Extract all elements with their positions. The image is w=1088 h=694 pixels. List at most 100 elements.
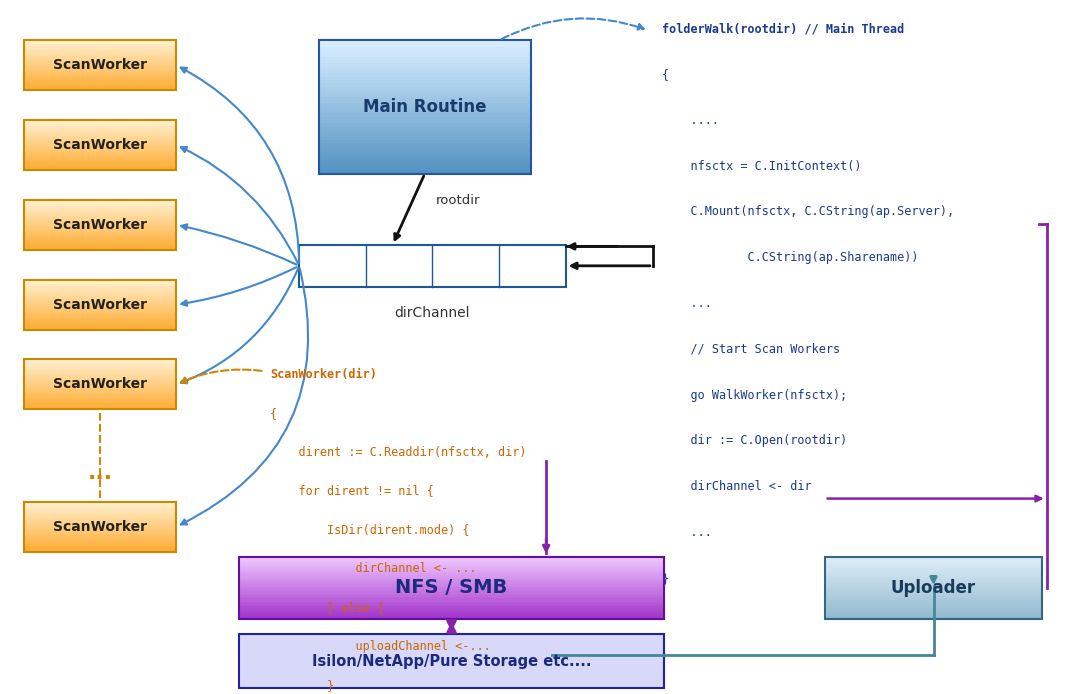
Bar [24, 202, 176, 203]
Text: nfsctx = C.InitContext(): nfsctx = C.InitContext() [662, 160, 861, 173]
Bar [24, 289, 176, 291]
Bar [24, 536, 176, 538]
Bar [24, 400, 176, 402]
Bar [24, 280, 176, 330]
Bar [825, 584, 1042, 586]
Bar [825, 597, 1042, 599]
Bar [239, 594, 664, 595]
Bar [24, 514, 176, 516]
Bar [825, 589, 1042, 591]
Bar [24, 239, 176, 241]
Bar [319, 153, 531, 157]
Bar [825, 567, 1042, 569]
Bar [24, 296, 176, 297]
Bar [299, 245, 566, 287]
Bar [239, 597, 664, 599]
Text: ScanWorker: ScanWorker [53, 138, 147, 152]
Bar [24, 213, 176, 215]
Bar [24, 78, 176, 79]
Bar [24, 526, 176, 528]
Bar [239, 602, 664, 603]
Text: {: { [662, 68, 669, 81]
Bar [24, 308, 176, 310]
Bar [24, 150, 176, 151]
Bar [24, 214, 176, 216]
Bar [24, 397, 176, 398]
Bar [24, 144, 176, 145]
Bar [825, 569, 1042, 570]
Bar [24, 89, 176, 90]
Text: uploadChannel <-...: uploadChannel <-... [270, 640, 491, 653]
Bar [825, 591, 1042, 593]
Bar [24, 244, 176, 246]
Bar [24, 366, 176, 367]
Bar [24, 545, 176, 547]
Bar [239, 611, 664, 613]
Bar [24, 328, 176, 330]
Bar [24, 211, 176, 212]
Bar [24, 223, 176, 225]
Text: C.Mount(nfsctx, C.CString(ap.Server),: C.Mount(nfsctx, C.CString(ap.Server), [662, 205, 953, 219]
Bar [24, 146, 176, 148]
Bar [24, 297, 176, 298]
Bar [24, 61, 176, 62]
Bar [24, 501, 176, 503]
Bar [24, 389, 176, 391]
Text: {: { [270, 407, 277, 420]
Bar [24, 382, 176, 383]
Bar [24, 130, 176, 131]
Bar [24, 219, 176, 221]
Bar [24, 217, 176, 219]
Bar [24, 208, 176, 210]
Bar [24, 316, 176, 317]
Bar [24, 388, 176, 389]
Bar [825, 559, 1042, 561]
Bar [319, 43, 531, 47]
Bar [319, 76, 531, 81]
Bar [24, 285, 176, 286]
Bar [24, 142, 176, 144]
Bar [825, 570, 1042, 572]
Bar [239, 569, 664, 570]
Bar [24, 530, 176, 532]
Bar [24, 319, 176, 321]
Bar [825, 561, 1042, 563]
Bar [24, 153, 176, 155]
Text: }: } [662, 572, 669, 585]
Bar [24, 541, 176, 543]
Bar [24, 375, 176, 377]
Bar [24, 55, 176, 56]
Bar [24, 200, 176, 201]
Bar [24, 233, 176, 235]
Bar [24, 238, 176, 240]
Bar [319, 74, 531, 77]
Bar [825, 572, 1042, 574]
Bar [24, 394, 176, 396]
Bar [239, 614, 664, 616]
Bar [24, 362, 176, 363]
Bar [24, 525, 176, 527]
Bar [24, 293, 176, 295]
Bar [24, 520, 176, 522]
Bar [825, 583, 1042, 584]
Bar [24, 509, 176, 511]
Bar [24, 49, 176, 50]
Bar [24, 64, 176, 65]
Text: for dirent != nil {: for dirent != nil { [270, 484, 434, 498]
Bar [24, 360, 176, 362]
Bar [825, 575, 1042, 577]
Bar [319, 63, 531, 67]
Bar [24, 288, 176, 289]
Bar [825, 598, 1042, 600]
Bar [24, 407, 176, 408]
Bar [239, 577, 664, 579]
Bar [24, 515, 176, 517]
Bar [24, 74, 176, 75]
Bar [239, 607, 664, 608]
Bar [239, 591, 664, 593]
Bar [24, 156, 176, 158]
Bar [24, 283, 176, 285]
Bar [239, 617, 664, 619]
Bar [239, 604, 664, 607]
Bar [24, 71, 176, 73]
